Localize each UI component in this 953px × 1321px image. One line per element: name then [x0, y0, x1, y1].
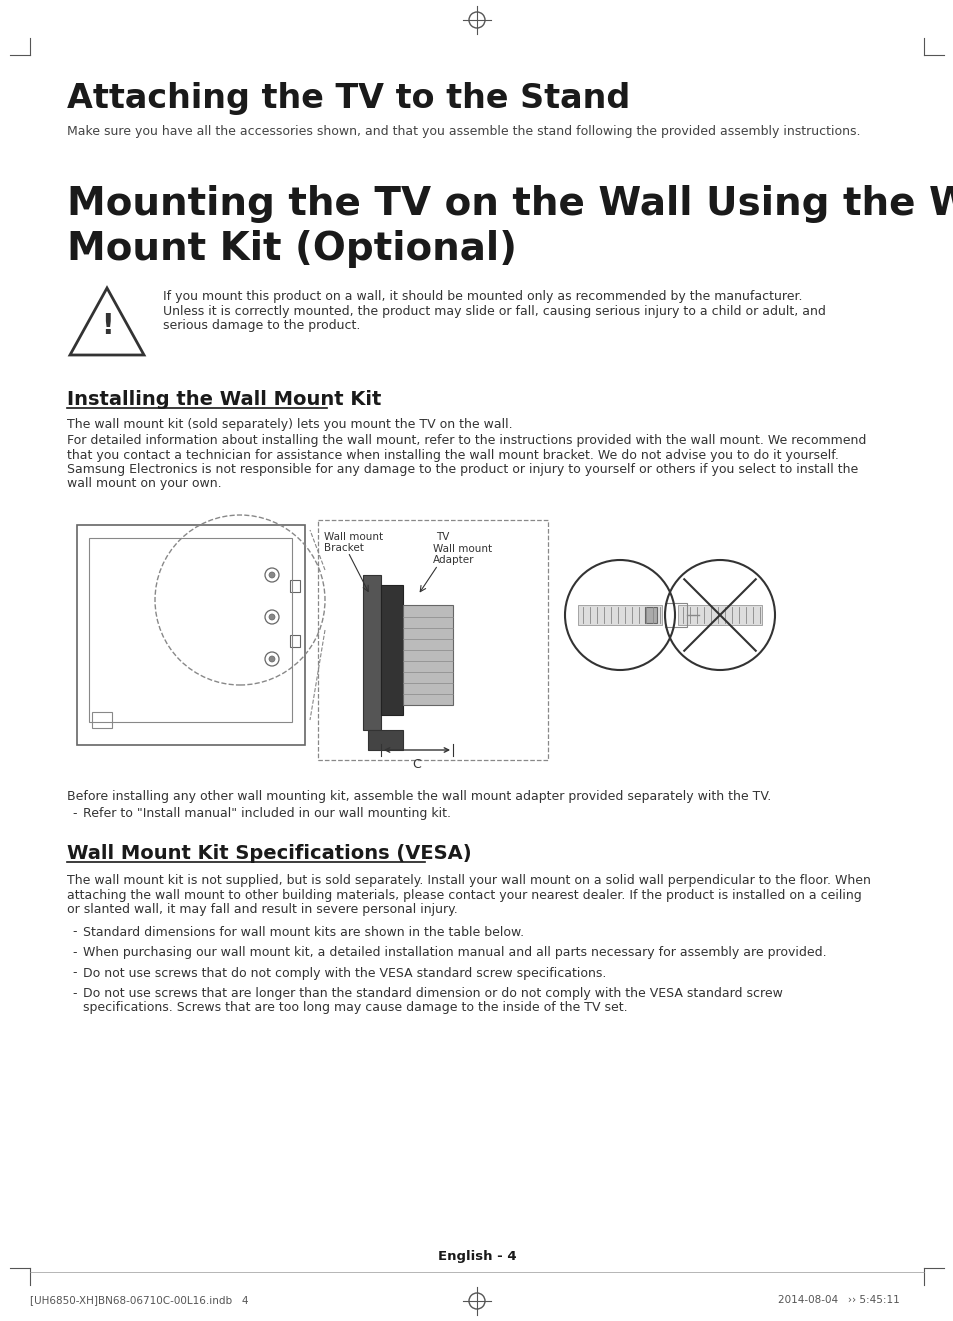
Bar [290, 580, 299, 592]
Text: English - 4: English - 4 [437, 1250, 516, 1263]
Bar [290, 635, 299, 647]
Text: Make sure you have all the accessories shown, and that you assemble the stand fo: Make sure you have all the accessories s… [67, 125, 860, 137]
Bar [402, 605, 453, 705]
Text: Before installing any other wall mounting kit, assemble the wall mount adapter p: Before installing any other wall mountin… [67, 790, 770, 803]
Text: For detailed information about installing the wall mount, refer to the instructi: For detailed information about installin… [67, 435, 865, 446]
Text: The wall mount kit (sold separately) lets you mount the TV on the wall.: The wall mount kit (sold separately) let… [67, 417, 512, 431]
Text: When purchasing our wall mount kit, a detailed installation manual and all parts: When purchasing our wall mount kit, a de… [83, 946, 825, 959]
Text: Wall mount: Wall mount [433, 544, 492, 553]
Bar [363, 575, 380, 731]
Text: Wall mount: Wall mount [324, 532, 383, 542]
Text: [UH6850-XH]BN68-06710C-00L16.indb   4: [UH6850-XH]BN68-06710C-00L16.indb 4 [30, 1295, 248, 1305]
Text: Samsung Electronics is not responsible for any damage to the product or injury t: Samsung Electronics is not responsible f… [67, 462, 858, 476]
Bar [368, 731, 402, 750]
Text: Standard dimensions for wall mount kits are shown in the table below.: Standard dimensions for wall mount kits … [83, 926, 523, 938]
Text: wall mount on your own.: wall mount on your own. [67, 477, 221, 490]
Text: Mount Kit (Optional): Mount Kit (Optional) [67, 230, 517, 268]
Text: !: ! [101, 312, 113, 339]
Bar [91, 712, 112, 728]
Circle shape [269, 614, 274, 620]
Text: -: - [71, 946, 76, 959]
Text: specifications. Screws that are too long may cause damage to the inside of the T: specifications. Screws that are too long… [83, 1001, 627, 1015]
Bar [678, 605, 761, 625]
Text: Adapter: Adapter [433, 555, 474, 565]
Text: Mounting the TV on the Wall Using the Wall: Mounting the TV on the Wall Using the Wa… [67, 185, 953, 223]
Bar [664, 602, 686, 627]
Text: -: - [71, 926, 76, 938]
Text: Wall Mount Kit Specifications (VESA): Wall Mount Kit Specifications (VESA) [67, 844, 471, 863]
Text: that you contact a technician for assistance when installing the wall mount brac: that you contact a technician for assist… [67, 449, 838, 461]
Text: Do not use screws that do not comply with the VESA standard screw specifications: Do not use screws that do not comply wit… [83, 967, 606, 979]
Text: serious damage to the product.: serious damage to the product. [163, 318, 360, 332]
Text: TV: TV [436, 532, 449, 542]
Text: The wall mount kit is not supplied, but is sold separately. Install your wall mo: The wall mount kit is not supplied, but … [67, 875, 870, 886]
Text: Attaching the TV to the Stand: Attaching the TV to the Stand [67, 82, 630, 115]
Bar [578, 605, 661, 625]
Text: 2014-08-04   ›› 5:45:11: 2014-08-04 ›› 5:45:11 [778, 1295, 899, 1305]
Bar [644, 608, 657, 624]
Text: Installing the Wall Mount Kit: Installing the Wall Mount Kit [67, 390, 381, 410]
Text: -: - [71, 987, 76, 1000]
Bar [380, 585, 402, 715]
Text: Bracket: Bracket [324, 543, 363, 553]
Text: -: - [71, 807, 76, 820]
Text: Refer to "Install manual" included in our wall mounting kit.: Refer to "Install manual" included in ou… [83, 807, 451, 820]
Text: or slanted wall, it may fall and result in severe personal injury.: or slanted wall, it may fall and result … [67, 904, 457, 915]
Text: attaching the wall mount to other building materials, please contact your neares: attaching the wall mount to other buildi… [67, 889, 861, 901]
Text: If you mount this product on a wall, it should be mounted only as recommended by: If you mount this product on a wall, it … [163, 291, 801, 303]
Text: Unless it is correctly mounted, the product may slide or fall, causing serious i: Unless it is correctly mounted, the prod… [163, 305, 825, 317]
Text: Do not use screws that are longer than the standard dimension or do not comply w: Do not use screws that are longer than t… [83, 987, 782, 1000]
Circle shape [269, 572, 274, 579]
Text: -: - [71, 967, 76, 979]
Text: C: C [413, 758, 421, 771]
Circle shape [269, 657, 274, 662]
